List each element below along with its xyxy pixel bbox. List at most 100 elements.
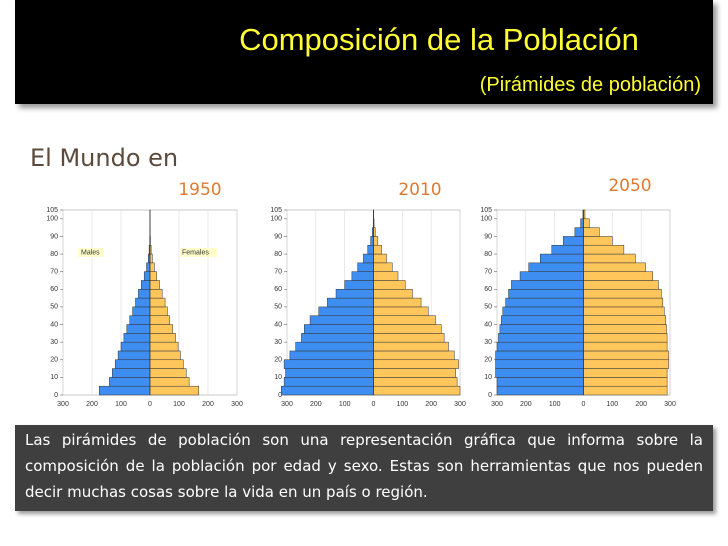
y-tick-label: 80: [484, 251, 492, 258]
y-tick-label: 70: [274, 269, 282, 276]
bar: [149, 377, 190, 387]
bar: [583, 333, 668, 343]
bar: [496, 341, 584, 352]
chart-title: 1950: [178, 180, 221, 200]
y-tick-label: 90: [50, 233, 58, 240]
bar: [129, 315, 151, 325]
y-tick-label: 105: [480, 207, 492, 214]
bar: [149, 253, 153, 264]
y-tick-label: 50: [274, 304, 282, 311]
y-tick-label: 70: [50, 269, 58, 276]
bar: [505, 297, 584, 308]
y-tick-label: 80: [50, 251, 58, 258]
y-tick-label: 60: [50, 286, 58, 293]
bar: [583, 324, 667, 334]
y-tick-label: 100: [270, 216, 282, 223]
bar: [373, 262, 393, 272]
x-tick-label: 200: [425, 401, 437, 408]
bar: [149, 385, 199, 396]
bar: [149, 324, 173, 334]
bar: [373, 253, 387, 264]
bar: [149, 333, 176, 343]
bar: [373, 341, 449, 352]
x-tick-label: 0: [582, 401, 586, 408]
bar: [583, 306, 665, 316]
bar: [583, 280, 659, 290]
x-tick-label: 300: [57, 401, 69, 408]
bar: [373, 289, 413, 299]
x-tick-label: 300: [491, 401, 503, 408]
bar: [583, 341, 668, 352]
bar: [135, 297, 151, 308]
x-tick-label: 100: [549, 401, 561, 408]
y-tick-label: 20: [50, 357, 58, 364]
bar: [149, 359, 184, 369]
bar: [370, 236, 374, 246]
y-tick-label: 50: [50, 304, 58, 311]
bar: [583, 359, 669, 369]
title: Composición de la Población: [239, 22, 639, 57]
y-tick-label: 40: [484, 321, 492, 328]
bar: [146, 262, 151, 272]
bar: [283, 359, 374, 369]
bar: [351, 271, 374, 281]
bar: [327, 297, 374, 308]
bar: [528, 262, 584, 272]
bar: [143, 271, 151, 281]
x-tick-label: 200: [86, 401, 98, 408]
x-tick-label: 100: [173, 401, 185, 408]
legend-label: Females: [182, 249, 209, 256]
bar: [499, 324, 584, 334]
x-tick-label: 200: [310, 401, 322, 408]
bar: [373, 306, 429, 316]
y-tick-label: 30: [274, 339, 282, 346]
x-tick-label: 0: [372, 401, 376, 408]
bar: [149, 350, 181, 361]
bar: [508, 289, 584, 299]
bar: [132, 306, 151, 316]
y-tick-label: 20: [274, 357, 282, 364]
bar: [373, 297, 422, 308]
bar: [283, 377, 374, 387]
bar: [498, 333, 584, 343]
bar: [138, 289, 151, 299]
y-tick-label: 90: [484, 233, 492, 240]
bar: [540, 253, 584, 264]
bar: [149, 262, 155, 272]
y-tick-label: 30: [484, 339, 492, 346]
bar: [583, 377, 668, 387]
bar: [289, 350, 374, 361]
bar: [495, 359, 584, 369]
bar: [583, 244, 625, 255]
y-tick-label: 10: [484, 374, 492, 381]
bar: [583, 262, 646, 272]
bar: [583, 253, 636, 264]
chart-title: 2050: [608, 176, 651, 196]
bar: [583, 297, 664, 308]
bar: [373, 377, 458, 387]
bar: [99, 385, 151, 396]
y-tick-label: 40: [50, 321, 58, 328]
bar: [367, 244, 374, 255]
bar: [583, 315, 666, 325]
bar: [495, 368, 584, 378]
y-tick-label: 20: [484, 357, 492, 364]
legend-label: Males: [81, 249, 100, 256]
bar: [117, 350, 151, 361]
bar: [304, 324, 374, 334]
bar: [583, 271, 653, 281]
bar: [295, 341, 374, 352]
y-tick-label: 60: [274, 286, 282, 293]
bar: [149, 271, 157, 281]
bar: [109, 377, 151, 387]
bar: [112, 368, 151, 378]
bar: [301, 333, 374, 343]
bar: [280, 385, 374, 396]
y-tick-label: 0: [488, 392, 492, 399]
bar: [149, 315, 170, 325]
y-tick-label: 10: [274, 374, 282, 381]
bar: [373, 350, 455, 361]
bar: [495, 350, 584, 361]
y-tick-label: 40: [274, 321, 282, 328]
y-tick-label: 10: [50, 374, 58, 381]
